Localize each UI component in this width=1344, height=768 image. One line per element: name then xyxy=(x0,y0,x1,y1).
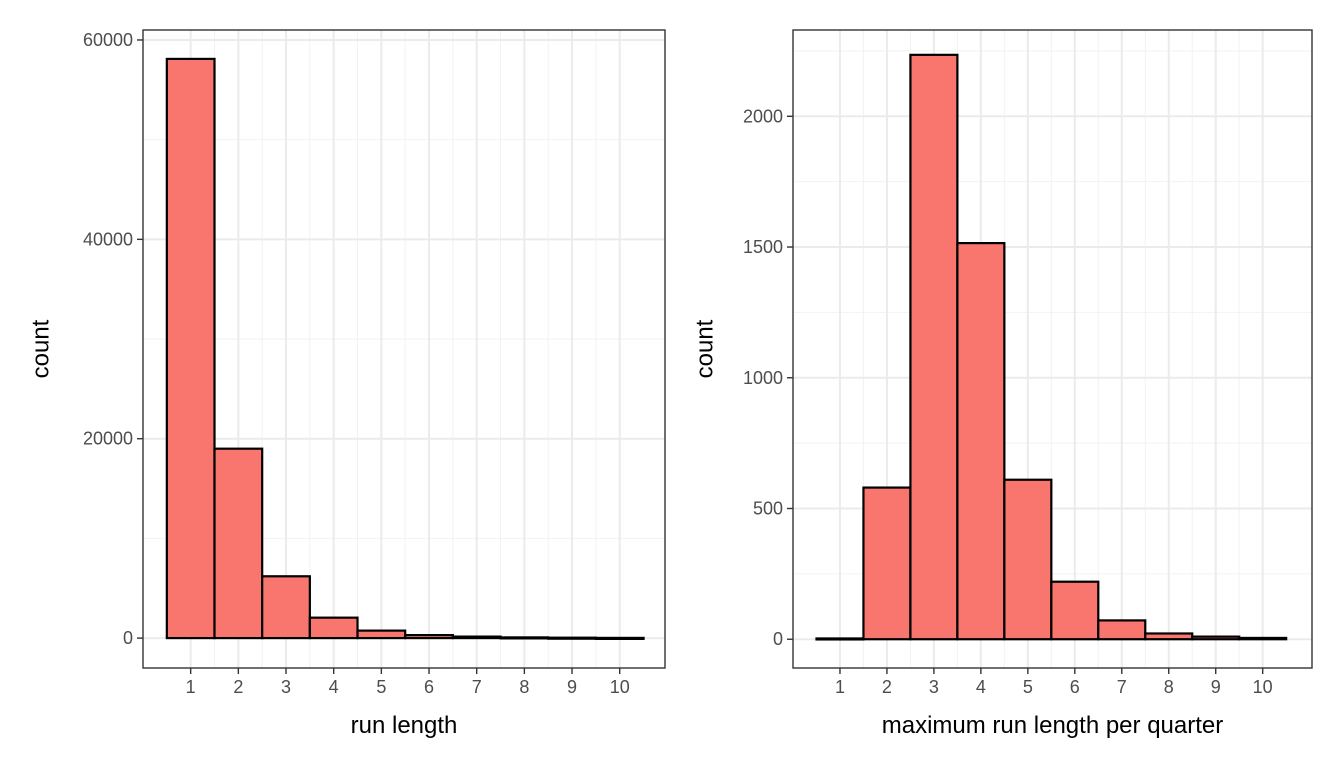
bar xyxy=(909,53,959,641)
x-tick-label: 5 xyxy=(1023,677,1033,697)
bar xyxy=(356,629,407,640)
bar xyxy=(1003,478,1053,641)
run-length-histogram: 0 20000 40000 60000 1 2 3 4 5 6 7 8 9 10 run length cou… xyxy=(27,29,666,739)
y-tick-label: 0 xyxy=(123,628,133,648)
x-tick-label: 7 xyxy=(472,677,482,697)
x-tick-label: 6 xyxy=(1070,677,1080,697)
bar xyxy=(594,636,645,640)
x-tick-label: 7 xyxy=(1117,677,1127,697)
bar xyxy=(261,575,311,640)
y-tick-label: 1500 xyxy=(743,237,783,257)
bar xyxy=(1097,619,1147,641)
x-tick-label: 3 xyxy=(281,677,291,697)
y-tick-label: 20000 xyxy=(83,429,133,449)
bar xyxy=(956,242,1006,641)
bar xyxy=(862,486,912,641)
panel-border xyxy=(142,29,666,669)
x-axis-title: maximum run length per quarter xyxy=(882,712,1223,739)
x-tick-label: 8 xyxy=(1164,677,1174,697)
bar xyxy=(213,447,264,640)
y-axis-title: count xyxy=(691,319,718,378)
x-axis-title: run length xyxy=(351,712,458,739)
x-tick-label: 2 xyxy=(882,677,892,697)
max-run-length-histogram: 0 500 1000 1500 2000 1 2 3 4 5 6 7 8 9 10 maximum run l… xyxy=(691,29,1313,739)
y-tick-label: 60000 xyxy=(83,30,133,50)
y-tick-label: 500 xyxy=(753,499,783,519)
bar xyxy=(1050,580,1100,641)
x-tick-label: 8 xyxy=(519,677,529,697)
bar xyxy=(404,634,454,640)
bar xyxy=(451,635,502,640)
x-tick-label: 5 xyxy=(376,677,386,697)
x-tick-label: 1 xyxy=(186,677,196,697)
y-axis-title: count xyxy=(27,319,54,378)
y-tick-label: 2000 xyxy=(743,106,783,126)
y-tick-label: 1000 xyxy=(743,368,783,388)
y-tick-label: 0 xyxy=(773,629,783,649)
x-tick-label: 3 xyxy=(929,677,939,697)
x-tick-label: 1 xyxy=(835,677,845,697)
panel-border xyxy=(792,29,1313,669)
x-tick-label: 9 xyxy=(567,677,577,697)
bar xyxy=(1144,632,1194,641)
bar xyxy=(1238,636,1288,641)
bar xyxy=(499,636,550,640)
bar xyxy=(547,636,597,640)
x-tick-label: 6 xyxy=(424,677,434,697)
bar xyxy=(165,57,216,640)
y-tick-label: 40000 xyxy=(83,229,133,249)
bar xyxy=(1191,635,1241,641)
x-tick-label: 4 xyxy=(976,677,986,697)
x-tick-label: 10 xyxy=(610,677,630,697)
bar xyxy=(308,616,359,640)
x-tick-label: 10 xyxy=(1253,677,1273,697)
x-tick-label: 2 xyxy=(233,677,243,697)
x-tick-label: 9 xyxy=(1211,677,1221,697)
x-tick-label: 4 xyxy=(329,677,339,697)
bar xyxy=(815,637,865,641)
